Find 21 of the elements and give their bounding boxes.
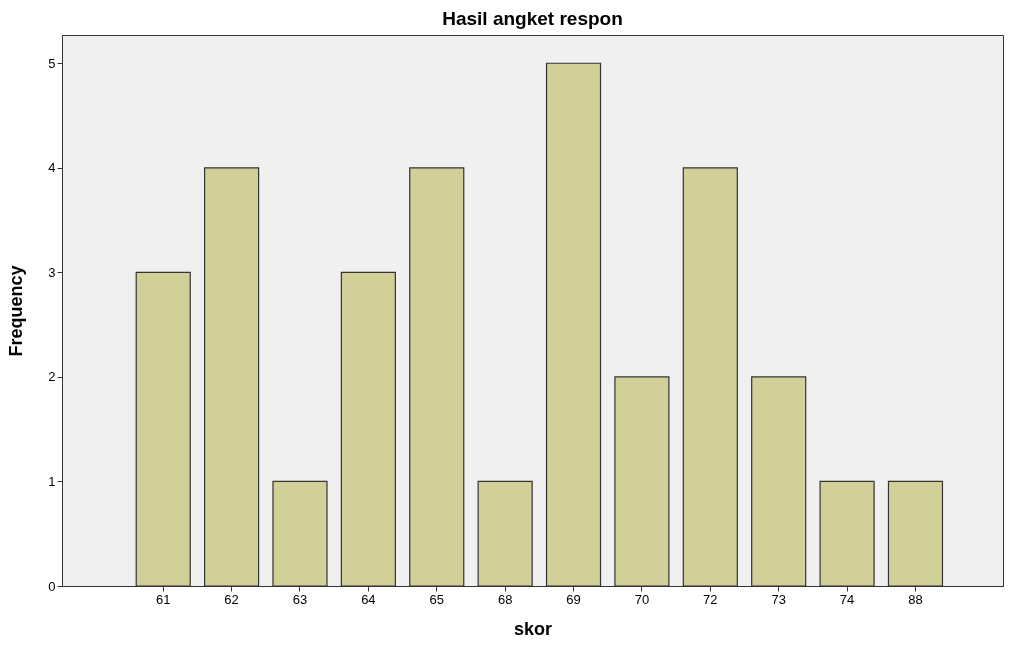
y-tick-label: 2 — [48, 369, 56, 385]
y-tick-label: 1 — [48, 473, 56, 489]
x-tick-label: 73 — [771, 591, 786, 607]
y-tick-label: 5 — [48, 55, 56, 71]
x-tick-label: 74 — [839, 591, 855, 607]
x-tick-label: 70 — [634, 591, 650, 607]
x-axis-title: skor — [513, 618, 553, 639]
y-tick-label: 0 — [48, 578, 56, 594]
x-tick-label: 72 — [703, 591, 718, 607]
x-tick-label: 88 — [908, 591, 923, 607]
y-tick-label: 3 — [48, 264, 56, 280]
x-tick-label: 68 — [497, 591, 513, 607]
x-tick-label: 61 — [155, 591, 171, 607]
x-tick-label: 63 — [292, 591, 308, 607]
chart-title: Hasil angket respon — [442, 8, 623, 29]
y-axis-title: Frequency — [6, 265, 27, 357]
x-tick-label: 69 — [566, 591, 581, 607]
x-tick-label: 64 — [361, 591, 376, 607]
y-tick-label: 4 — [48, 160, 56, 176]
x-tick-label: 65 — [429, 591, 444, 607]
x-tick-label: 62 — [224, 591, 239, 607]
